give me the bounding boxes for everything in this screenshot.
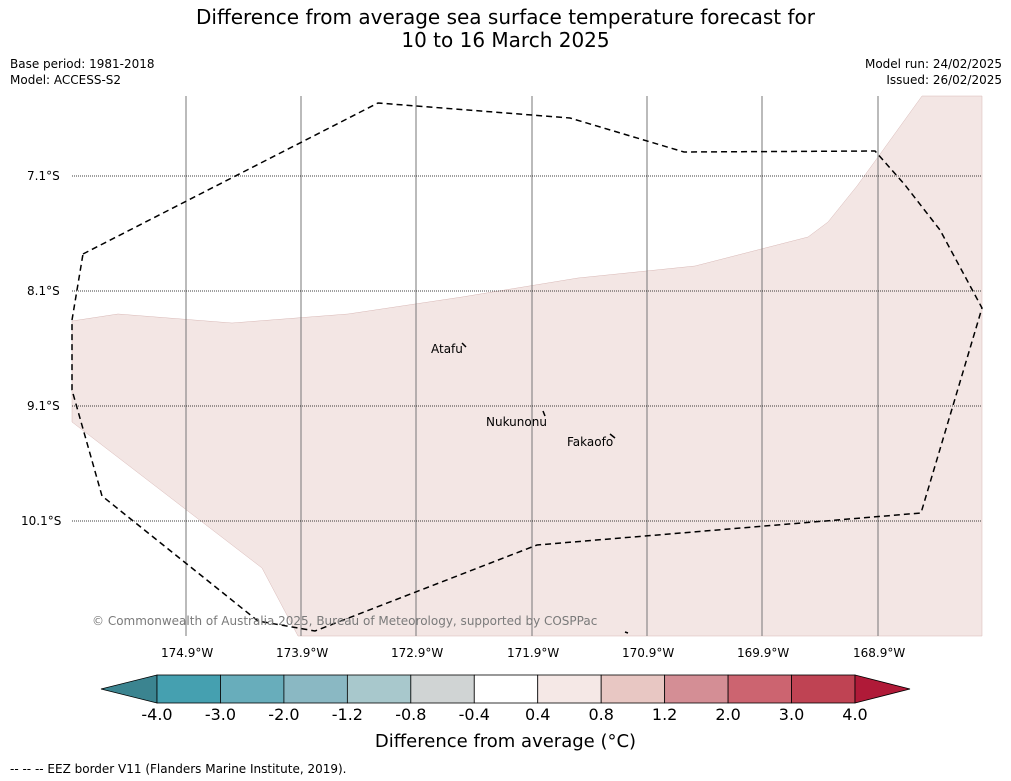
lon-label-173-9w: 173.9°W bbox=[276, 646, 329, 660]
model-run: Model run: 24/02/2025 bbox=[864, 57, 1002, 71]
colorbar-tick-label: 4.0 bbox=[842, 705, 868, 724]
colorbar-tick-label: -0.8 bbox=[395, 705, 427, 724]
place-label-fakaofo: Fakaofo bbox=[567, 435, 614, 449]
lon-label-169-9w: 169.9°W bbox=[737, 646, 790, 660]
lat-label-9-1s: 9.1°S bbox=[27, 399, 60, 413]
colorbar-title: Difference from average (°C) bbox=[374, 731, 637, 752]
colorbar-under-arrow bbox=[100, 674, 158, 704]
copyright-notice: © Commonwealth of Australia 2025, Bureau… bbox=[92, 614, 598, 628]
atafu-atoll bbox=[461, 342, 467, 348]
colorbar-segment bbox=[473, 674, 539, 704]
colorbar-tick-label: -3.0 bbox=[204, 705, 237, 724]
colorbar-segment bbox=[600, 674, 666, 704]
colorbar-tick-label: -0.4 bbox=[458, 705, 490, 724]
colorbar-segment bbox=[220, 674, 285, 704]
colorbar-segment bbox=[727, 674, 792, 704]
colorbar-segment bbox=[537, 674, 602, 704]
colorbar-tick-label: -1.2 bbox=[331, 705, 363, 724]
nukunonu-atoll bbox=[542, 410, 546, 417]
colorbar-segment bbox=[791, 674, 856, 704]
swains-island-mark bbox=[624, 631, 629, 634]
place-label-nukunonu: Nukunonu bbox=[486, 415, 547, 429]
issued-date: Issued: 26/02/2025 bbox=[886, 73, 1002, 87]
colorbar-tick-label: -4.0 bbox=[141, 705, 173, 724]
colorbar-tick-label: -2.0 bbox=[268, 705, 300, 724]
colorbar-tick-label: 2.0 bbox=[715, 705, 741, 724]
colorbar-tick-label: 0.8 bbox=[588, 705, 614, 724]
eez-legend-note: -- -- -- EEZ border V11 (Flanders Marine… bbox=[10, 762, 347, 776]
lat-label-7-1s: 7.1°S bbox=[27, 169, 60, 183]
place-label-atafu: Atafu bbox=[431, 342, 463, 356]
map-title-line-1: Difference from average sea surface temp… bbox=[195, 5, 815, 29]
lon-label-174-9w: 174.9°W bbox=[161, 646, 214, 660]
latitude-gridlines bbox=[72, 175, 982, 522]
colorbar-segment bbox=[346, 674, 412, 704]
map-title-line-2: 10 to 16 March 2025 bbox=[401, 28, 610, 52]
lat-label-10-1s: 10.1°S bbox=[21, 514, 62, 528]
colorbar-tick-label: 0.4 bbox=[524, 705, 551, 724]
colorbar bbox=[100, 674, 911, 704]
lat-label-8-1s: 8.1°S bbox=[27, 284, 60, 298]
lon-label-171-9w: 171.9°W bbox=[507, 646, 560, 660]
lon-label-172-9w: 172.9°W bbox=[391, 646, 444, 660]
colorbar-segment bbox=[410, 674, 475, 704]
longitude-gridlines bbox=[185, 96, 879, 636]
base-period: Base period: 1981-2018 bbox=[10, 57, 155, 71]
eez-border bbox=[71, 102, 983, 632]
colorbar-over-arrow bbox=[854, 674, 911, 704]
colorbar-segment bbox=[156, 674, 221, 704]
colorbar-segment bbox=[283, 674, 348, 704]
sst-anomaly-region bbox=[71, 95, 983, 637]
lon-label-170-9w: 170.9°W bbox=[622, 646, 675, 660]
model-name: Model: ACCESS-S2 bbox=[10, 73, 122, 87]
colorbar-segment bbox=[664, 674, 729, 704]
fakaofo-atoll bbox=[609, 433, 616, 439]
lon-label-168-9w: 168.9°W bbox=[853, 646, 906, 660]
colorbar-tick-label: 1.2 bbox=[651, 705, 678, 724]
colorbar-tick-label: 3.0 bbox=[778, 705, 805, 724]
